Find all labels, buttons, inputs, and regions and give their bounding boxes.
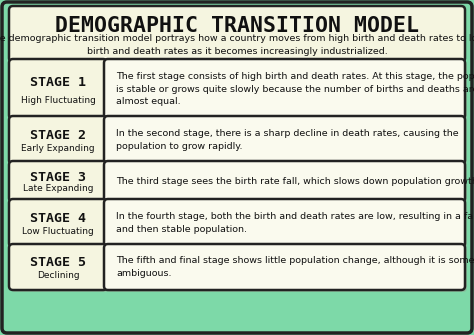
FancyBboxPatch shape [11, 118, 109, 166]
Text: In the fourth stage, both the birth and death rates are low, resulting in a fall: In the fourth stage, both the birth and … [116, 212, 474, 233]
FancyBboxPatch shape [104, 199, 465, 247]
FancyBboxPatch shape [104, 59, 465, 119]
Text: STAGE 5: STAGE 5 [30, 256, 86, 269]
FancyBboxPatch shape [106, 163, 467, 204]
FancyBboxPatch shape [106, 118, 467, 166]
Text: The third stage sees the birth rate fall, which slows down population growth.: The third stage sees the birth rate fall… [116, 177, 474, 186]
Text: STAGE 1: STAGE 1 [30, 76, 86, 89]
Text: The demographic transition model portrays how a country moves from high birth an: The demographic transition model portray… [0, 35, 474, 56]
FancyBboxPatch shape [106, 61, 467, 121]
FancyBboxPatch shape [11, 246, 109, 292]
Text: High Fluctuating: High Fluctuating [20, 96, 95, 105]
FancyBboxPatch shape [11, 61, 109, 121]
Text: The fifth and final stage shows little population change, although it is somewha: The fifth and final stage shows little p… [116, 256, 474, 278]
FancyBboxPatch shape [9, 6, 465, 62]
FancyBboxPatch shape [9, 244, 107, 290]
Text: The first stage consists of high birth and death rates. At this stage, the popul: The first stage consists of high birth a… [116, 72, 474, 106]
Text: Late Expanding: Late Expanding [23, 184, 93, 193]
Text: STAGE 4: STAGE 4 [30, 212, 86, 225]
FancyBboxPatch shape [9, 116, 107, 164]
FancyBboxPatch shape [104, 161, 465, 202]
Text: Declining: Declining [36, 271, 79, 280]
FancyBboxPatch shape [11, 201, 109, 249]
FancyBboxPatch shape [9, 199, 107, 247]
FancyBboxPatch shape [2, 2, 472, 333]
Text: Early Expanding: Early Expanding [21, 144, 95, 153]
Text: STAGE 2: STAGE 2 [30, 129, 86, 142]
FancyBboxPatch shape [104, 116, 465, 164]
FancyBboxPatch shape [106, 246, 467, 292]
FancyBboxPatch shape [11, 163, 109, 204]
Text: STAGE 3: STAGE 3 [30, 171, 86, 184]
Text: In the second stage, there is a sharp decline in death rates, causing the
popula: In the second stage, there is a sharp de… [116, 129, 459, 150]
FancyBboxPatch shape [9, 161, 107, 202]
FancyBboxPatch shape [104, 244, 465, 290]
Text: DEMOGRAPHIC TRANSITION MODEL: DEMOGRAPHIC TRANSITION MODEL [55, 16, 419, 36]
FancyBboxPatch shape [9, 59, 107, 119]
Text: Low Fluctuating: Low Fluctuating [22, 227, 94, 236]
FancyBboxPatch shape [106, 201, 467, 249]
